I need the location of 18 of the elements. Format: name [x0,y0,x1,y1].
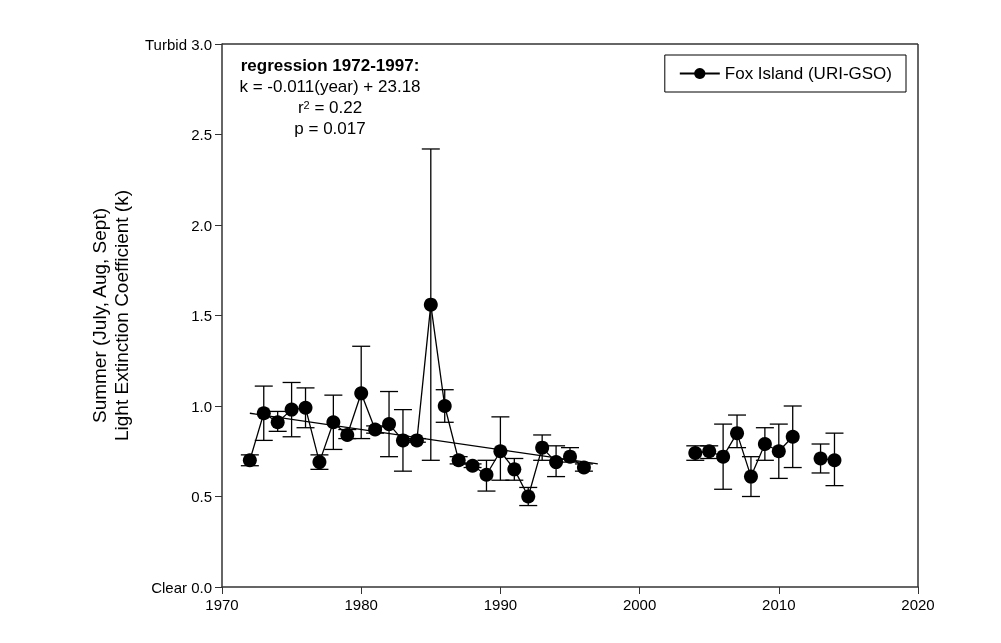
y-tick-label: Clear 0.0 [151,578,212,596]
y-tick-label: 1.0 [191,397,212,415]
x-tick-label: 1970 [205,596,239,613]
x-tick-label: 2010 [762,596,796,613]
y-axis-title: Summer (July, Aug, Sept) Light Extinction Coefficient (k) [88,190,132,441]
annotation: p = 0.017 [294,119,366,138]
annotation: regression 1972-1997: [240,56,420,75]
y-tick-label: Turbid 3.0 [145,35,212,53]
y-tick-label: 0.5 [191,488,212,505]
annotation: k = -0.011(year) + 23.18 [239,77,421,96]
x-tick-label: 1990 [483,596,518,613]
x-tick-label: 2020 [901,596,935,613]
legend-label: Fox Island (URI-GSO) [724,64,893,83]
x-tick-label: 2000 [622,596,657,613]
y-tick-label: 2.0 [191,216,212,234]
x-tick-label: 1980 [344,596,378,613]
y-tick-label: 1.5 [191,307,212,324]
y-tick-label: 2.5 [191,126,212,143]
